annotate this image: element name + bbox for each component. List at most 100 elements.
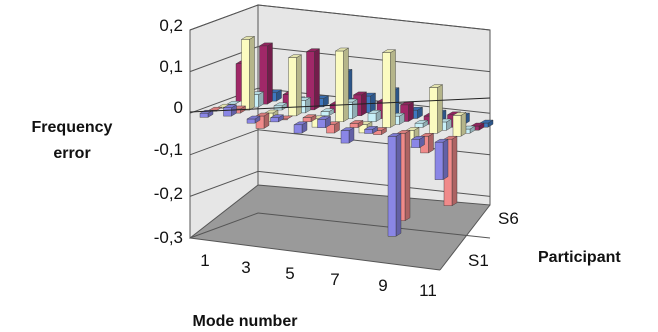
bar-top: [419, 133, 435, 137]
bar: [258, 42, 274, 105]
bar-side: [395, 133, 402, 237]
bar: [320, 108, 335, 117]
bar-front: [317, 119, 326, 128]
bar: [305, 48, 321, 111]
bar-top: [255, 112, 270, 117]
bar: [246, 115, 261, 124]
bar-front: [387, 136, 397, 237]
bar: [414, 119, 429, 128]
axis-titles: Frequency error Mode number Participant: [32, 119, 622, 330]
y-axis-title-line1: Frequency: [32, 119, 113, 136]
bar-top: [287, 54, 303, 58]
floor-right-edge: [439, 204, 491, 271]
y-tick-label: 0: [174, 98, 183, 117]
bar-top: [217, 103, 232, 108]
bar-front: [293, 124, 303, 134]
bar-top: [352, 91, 368, 96]
bar-top: [387, 133, 402, 137]
bar-front: [246, 118, 256, 124]
bar-front: [223, 107, 232, 117]
bar-top: [264, 109, 279, 114]
bar-top: [443, 135, 458, 140]
z-axis-ticks: S1 S6: [468, 209, 519, 270]
bar-front: [302, 117, 312, 122]
x-axis-title: Mode number: [193, 313, 298, 330]
side-gridline: [189, 170, 259, 197]
bar-front: [241, 39, 250, 111]
y-tick-label: -0,2: [154, 184, 183, 203]
side-gridline: [189, 4, 259, 31]
bar-top: [446, 111, 462, 116]
bar-top: [381, 49, 397, 53]
y-tick-label: 0,1: [159, 57, 183, 76]
y-tick-label: 0,2: [159, 16, 183, 35]
bar: [269, 114, 285, 123]
bar-side: [428, 132, 434, 154]
bar-side: [442, 138, 449, 180]
bar-top: [434, 138, 449, 143]
x-axis-ticks: 1 3 5 7 9 11: [200, 251, 437, 300]
bar-side: [404, 130, 411, 222]
bar-top: [293, 121, 308, 126]
bar: [255, 112, 270, 129]
bar-top: [222, 104, 238, 108]
bar-front: [340, 130, 350, 144]
bar-front: [335, 50, 344, 122]
bar-front: [382, 52, 391, 128]
bar: [428, 84, 444, 134]
bar-top: [258, 42, 274, 47]
bar: [387, 133, 402, 237]
bar: [367, 109, 382, 122]
bar-front: [364, 129, 373, 134]
bar-front: [429, 87, 438, 134]
x-tick-label: 9: [378, 276, 387, 295]
bar-front: [349, 123, 359, 128]
bar-top: [410, 136, 426, 140]
bar: [410, 135, 426, 148]
bar-front: [414, 123, 424, 128]
bar-top: [414, 120, 429, 124]
back-gridline: [257, 212, 491, 239]
chart-walls: [189, 4, 491, 271]
y-axis-ticks: 0,2 0,1 0 -0,1 -0,2 -0,3: [154, 16, 183, 247]
bar-top: [367, 110, 382, 114]
bar: [340, 127, 355, 144]
bar-top: [334, 47, 350, 52]
bar-side: [408, 101, 414, 122]
zero-plane-edge: [189, 97, 491, 113]
bar-side: [390, 49, 396, 128]
x-tick-label: 11: [419, 281, 437, 300]
bar-side: [437, 84, 443, 134]
side-gridline: [189, 212, 259, 239]
bar-front: [452, 115, 462, 137]
x-tick-label: 7: [330, 270, 339, 289]
bar-front: [270, 117, 279, 123]
bar-top: [226, 100, 241, 105]
bar-top: [396, 130, 411, 134]
bar: [334, 47, 350, 123]
bar-side: [352, 98, 358, 120]
back-gridline: [257, 46, 491, 73]
bar-top: [452, 112, 467, 116]
bar-top: [305, 48, 321, 52]
z-tick-label: S1: [468, 251, 489, 270]
x-tick-label: 3: [241, 258, 250, 277]
z-axis-title: Participant: [538, 249, 621, 266]
y-axis-title-line2: error: [53, 145, 90, 162]
bar-top: [320, 108, 335, 112]
bar: [452, 112, 467, 137]
bar-top: [269, 114, 285, 118]
y-tick-label: -0,3: [154, 228, 183, 247]
x-tick-label: 1: [200, 251, 209, 270]
bar-top: [340, 127, 355, 131]
bar: [302, 114, 317, 123]
bar-side: [249, 36, 255, 111]
bar-side: [460, 112, 467, 137]
bar-top: [428, 84, 444, 88]
z-tick-label: S6: [498, 209, 519, 228]
bar: [240, 36, 256, 111]
floor-plane: [190, 185, 490, 270]
bar-top: [479, 119, 494, 124]
bar-side: [314, 48, 320, 111]
